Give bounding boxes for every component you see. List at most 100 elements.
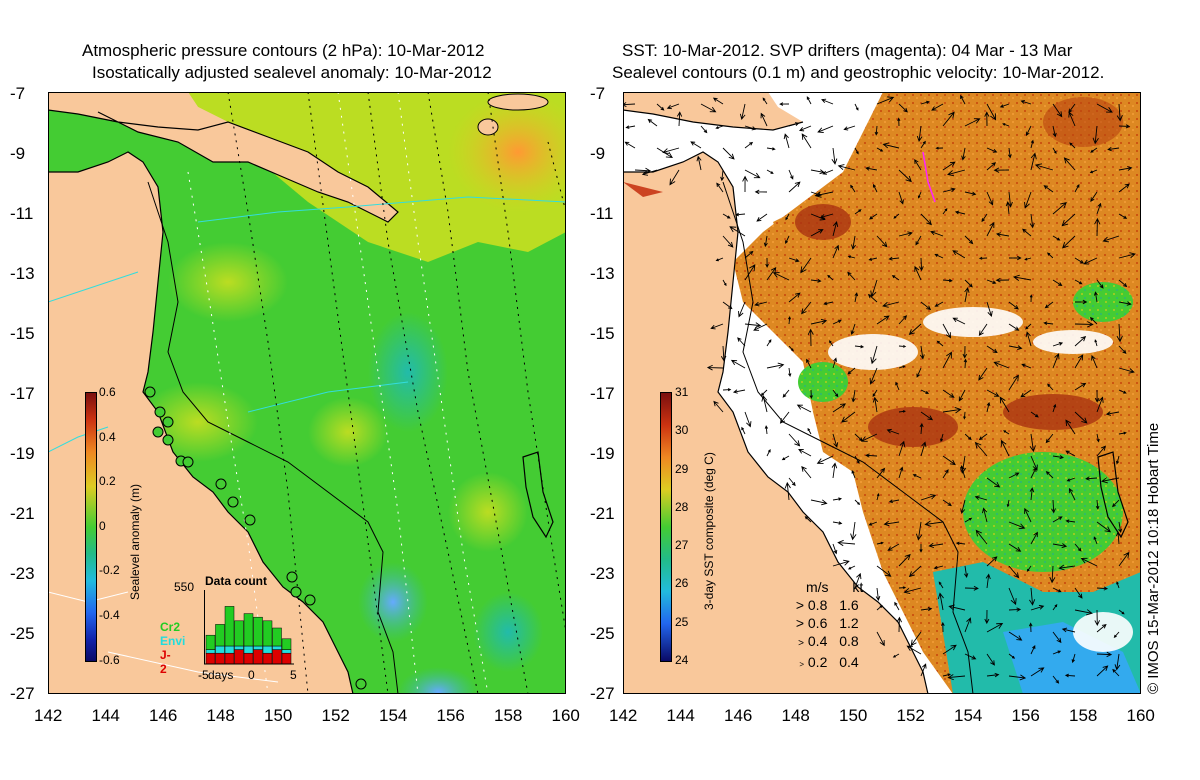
australia-landmass	[48, 152, 353, 694]
velocity-arrow	[898, 466, 904, 479]
velocity-arrow	[744, 141, 754, 149]
lat-tick-label: -19	[10, 444, 35, 463]
velocity-arrow	[1052, 516, 1063, 523]
velocity-arrow	[908, 323, 922, 336]
velocity-arrow	[739, 103, 746, 120]
velocity-arrow	[754, 301, 768, 307]
velocity-arrow	[1113, 631, 1120, 639]
velocity-arrow	[766, 339, 772, 347]
velocity-arrow	[1030, 604, 1045, 611]
velocity-arrow	[920, 494, 937, 501]
velocity-arrow	[1052, 631, 1062, 644]
velocity-arrow	[1030, 645, 1036, 655]
velocity-arrow	[920, 663, 927, 677]
velocity-arrow	[1074, 279, 1083, 285]
velocity-arrow	[1008, 472, 1020, 479]
velocity-arrow	[975, 529, 988, 545]
velocity-arrow	[1090, 147, 1098, 153]
velocity-arrow	[898, 365, 906, 369]
velocity-arrow	[1034, 163, 1054, 171]
velocity-arrow	[1069, 142, 1076, 149]
velocity-arrow	[1074, 257, 1085, 264]
velocity-arrow	[916, 367, 922, 378]
velocity-arrow	[722, 235, 734, 248]
velocity-unit-kt: kt	[852, 579, 864, 595]
velocity-arrow	[986, 301, 993, 318]
velocity-arrow	[1008, 301, 1019, 310]
right-title-line1: SST: 10-Mar-2012. SVP drifters (magenta)…	[622, 41, 1073, 60]
velocity-arrow	[1118, 183, 1130, 193]
velocity-arrow	[837, 164, 856, 171]
velocity-arrow	[964, 653, 977, 660]
velocity-arrow	[1030, 531, 1038, 545]
velocity-arrow	[828, 340, 834, 347]
velocity-arrow	[936, 340, 944, 347]
velocity-arrow	[785, 235, 790, 245]
velocity-arrow	[981, 213, 988, 223]
cb-tick: 30	[675, 423, 689, 438]
data-count-bar-envi	[272, 645, 282, 650]
velocity-arrow	[920, 411, 934, 421]
velocity-arrow	[806, 358, 812, 369]
velocity-arrow	[1043, 321, 1054, 326]
velocity-arrow	[1118, 431, 1127, 435]
velocity-arrow	[1061, 213, 1076, 227]
lat-tick-label: -23	[590, 564, 615, 583]
velocity-arrow	[1020, 389, 1032, 398]
velocity-arrow	[730, 359, 746, 369]
velocity-arrow	[964, 517, 973, 523]
velocity-arrow	[984, 111, 990, 127]
lat-tick-label: -15	[10, 324, 35, 343]
velocity-arrow	[782, 389, 790, 398]
velocity-arrow	[760, 112, 768, 127]
lon-tick-label: 146	[149, 706, 178, 725]
velocity-arrow	[1052, 235, 1061, 241]
velocity-arrow	[854, 103, 859, 111]
velocity-arrow	[832, 319, 842, 325]
velocity-arrow	[837, 539, 856, 547]
velocity-arrow	[1029, 433, 1036, 453]
velocity-arrow	[1102, 235, 1120, 243]
velocity-arrow	[634, 167, 652, 174]
velocity-arrow	[1080, 557, 1098, 567]
velocity-arrow	[875, 587, 881, 602]
velocity-arrow	[854, 209, 862, 215]
velocity-arrow	[876, 315, 890, 325]
velocity-arrow	[986, 221, 995, 237]
velocity-arrow	[1065, 450, 1076, 457]
velocity-arrow	[876, 565, 892, 577]
velocity-legend-row: > 0.2 0.4	[799, 654, 859, 670]
velocity-arrow	[1074, 299, 1088, 305]
data-count-bar-j2	[281, 652, 292, 665]
lon-tick-label: 154	[379, 706, 408, 725]
velocity-arrow	[729, 226, 746, 237]
velocity-arrow	[897, 117, 901, 127]
left-title-line1: Atmospheric pressure contours (2 hPa): 1…	[82, 41, 485, 60]
data-count-bar-j2	[262, 652, 273, 665]
velocity-arrow	[623, 102, 636, 107]
velocity-arrow	[1030, 411, 1039, 418]
left-colorbar-ticks: 0.6 0.4 0.2 0 -0.2 -0.4 -0.6	[99, 386, 120, 666]
velocity-arrow	[735, 212, 746, 217]
velocity-arrow	[1074, 335, 1087, 347]
lon-tick-label: 154	[954, 706, 983, 725]
velocity-arrow	[641, 169, 658, 176]
velocity-legend-row: > 0.8 1.6	[795, 597, 859, 613]
velocity-arrow	[931, 103, 944, 111]
velocity-arrow	[942, 351, 952, 369]
cb-tick: -0.4	[99, 607, 120, 622]
velocity-arrow	[715, 125, 724, 130]
velocity-arrow	[964, 565, 969, 578]
velocity-arrow	[982, 507, 988, 523]
data-count-bar-envi	[224, 645, 235, 654]
velocity-arrow	[860, 433, 878, 442]
velocity-arrow	[1093, 536, 1098, 545]
imos-credit: © IMOS 15-Mar-2012 10:18 Hobart Time	[1145, 422, 1162, 694]
velocity-arrow	[964, 286, 970, 303]
velocity-arrow	[1096, 665, 1109, 677]
velocity-arrow	[993, 361, 1010, 369]
velocity-arrow	[1063, 157, 1076, 171]
lon-tick-label: 158	[494, 706, 523, 725]
velocity-arrow	[942, 499, 952, 507]
velocity-arrow	[876, 631, 885, 647]
